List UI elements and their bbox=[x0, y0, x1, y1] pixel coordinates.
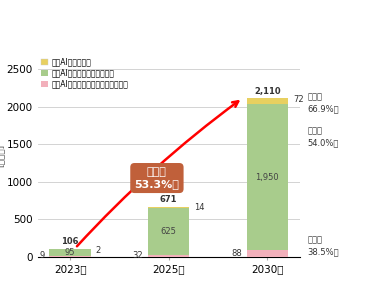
Text: 625: 625 bbox=[161, 227, 177, 236]
Text: 14: 14 bbox=[194, 203, 205, 212]
Legend: 生成AI基盤モデル, 生成AI関連アプリケーション, 生成AI関連ソリューションサービス: 生成AI基盤モデル, 生成AI関連アプリケーション, 生成AI関連ソリューション… bbox=[41, 58, 128, 89]
Text: 32: 32 bbox=[132, 251, 143, 260]
Text: 106: 106 bbox=[62, 237, 79, 246]
Bar bbox=[148, 208, 189, 255]
Text: 2: 2 bbox=[96, 246, 101, 255]
Text: 年平均
66.9%増: 年平均 66.9%増 bbox=[308, 92, 339, 114]
Bar bbox=[50, 249, 91, 256]
Bar bbox=[50, 256, 91, 257]
Text: 72: 72 bbox=[293, 95, 304, 104]
Text: 生成AI市場の需要額見通し（世界）: 生成AI市場の需要額見通し（世界） bbox=[113, 9, 262, 24]
Text: 年平均
54.0%増: 年平均 54.0%増 bbox=[308, 126, 339, 147]
Text: 671: 671 bbox=[160, 195, 177, 204]
Bar bbox=[247, 250, 288, 257]
Bar bbox=[148, 206, 189, 208]
Text: 88: 88 bbox=[231, 249, 242, 258]
Bar bbox=[247, 104, 288, 250]
Bar bbox=[247, 98, 288, 104]
Text: 95: 95 bbox=[65, 248, 75, 257]
Text: 年平均
53.3%増: 年平均 53.3%増 bbox=[135, 167, 179, 189]
Text: 1,950: 1,950 bbox=[255, 173, 279, 182]
Bar bbox=[148, 255, 189, 257]
Y-axis label: [億ドル]: [億ドル] bbox=[0, 144, 5, 167]
Text: 年平均
38.5%増: 年平均 38.5%増 bbox=[308, 235, 339, 256]
Text: 9: 9 bbox=[39, 251, 45, 260]
Text: 2,110: 2,110 bbox=[254, 87, 280, 96]
